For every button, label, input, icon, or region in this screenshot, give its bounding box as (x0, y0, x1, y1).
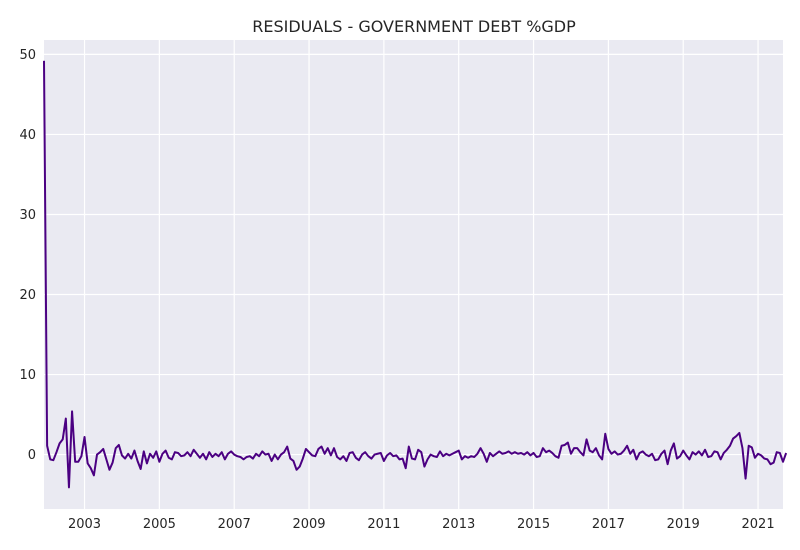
y-tick-label: 30 (19, 208, 36, 223)
series-line (43, 60, 788, 489)
y-tick-label: 50 (19, 48, 36, 63)
y-tick-label: 0 (28, 448, 36, 463)
x-tick-label: 2007 (218, 517, 251, 532)
y-tick-label: 20 (19, 288, 36, 303)
y-axis-ticks: 0 10 20 30 40 50 (19, 48, 36, 463)
x-tick-label: 2019 (667, 517, 700, 532)
x-axis-ticks: 2003 2005 2007 2009 2011 2013 2015 2017 2019 2021 (68, 517, 775, 532)
x-tick-label: 2005 (143, 517, 176, 532)
plot-area (44, 40, 783, 509)
x-tick-label: 2003 (68, 517, 101, 532)
x-tick-label: 2011 (367, 517, 400, 532)
x-tick-label: 2017 (592, 517, 625, 532)
y-tick-label: 40 (19, 128, 36, 143)
chart-title: RESIDUALS - GOVERNMENT DEBT %GDP (252, 17, 576, 36)
y-tick-label: 10 (19, 368, 36, 383)
x-tick-label: 2013 (442, 517, 475, 532)
x-tick-label: 2009 (292, 517, 325, 532)
x-tick-label: 2021 (742, 517, 775, 532)
series-group (43, 60, 788, 489)
gridlines (44, 40, 783, 509)
x-tick-label: 2015 (517, 517, 550, 532)
